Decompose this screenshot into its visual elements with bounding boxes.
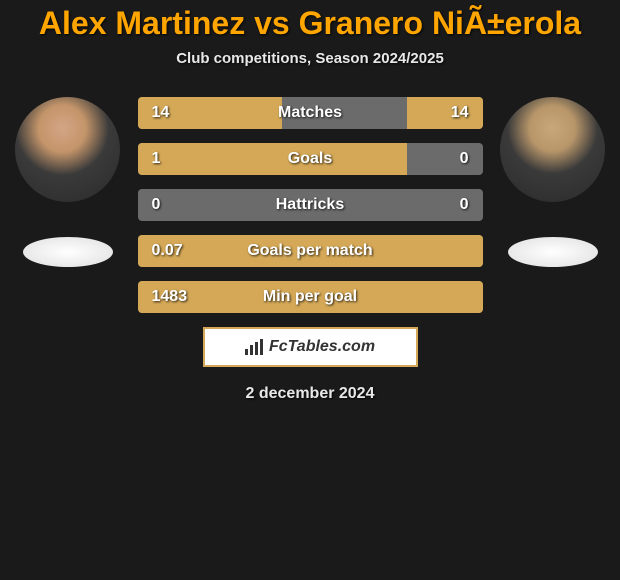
chart-icon bbox=[245, 339, 265, 355]
stat-val-right: 14 bbox=[451, 104, 469, 122]
stats-column: 14 Matches 14 1 Goals 0 0 Hattricks 0 bbox=[138, 97, 483, 313]
stat-label: Min per goal bbox=[138, 288, 483, 306]
stat-row-mpg: 1483 Min per goal bbox=[138, 281, 483, 313]
avatar-left bbox=[15, 97, 120, 202]
avatar-right bbox=[500, 97, 605, 202]
stat-label: Hattricks bbox=[138, 196, 483, 214]
stat-row-gpm: 0.07 Goals per match bbox=[138, 235, 483, 267]
logo-box[interactable]: FcTables.com bbox=[203, 327, 418, 367]
date-text: 2 december 2024 bbox=[0, 385, 620, 403]
stat-row-goals: 1 Goals 0 bbox=[138, 143, 483, 175]
main-content: 14 Matches 14 1 Goals 0 0 Hattricks 0 bbox=[0, 97, 620, 313]
stat-row-hattricks: 0 Hattricks 0 bbox=[138, 189, 483, 221]
stat-val-right: 0 bbox=[460, 150, 469, 168]
logo-text: FcTables.com bbox=[269, 338, 375, 356]
stat-label: Goals per match bbox=[138, 242, 483, 260]
subtitle: Club competitions, Season 2024/2025 bbox=[0, 50, 620, 67]
comparison-container: Alex Martinez vs Granero NiÃ±erola Club … bbox=[0, 0, 620, 580]
badge-right bbox=[508, 237, 598, 267]
stat-label: Matches bbox=[138, 104, 483, 122]
player-left bbox=[13, 97, 123, 267]
player-right bbox=[498, 97, 608, 267]
stat-val-right: 0 bbox=[460, 196, 469, 214]
stat-row-matches: 14 Matches 14 bbox=[138, 97, 483, 129]
stat-label: Goals bbox=[138, 150, 483, 168]
badge-left bbox=[23, 237, 113, 267]
page-title: Alex Martinez vs Granero NiÃ±erola bbox=[0, 5, 620, 42]
